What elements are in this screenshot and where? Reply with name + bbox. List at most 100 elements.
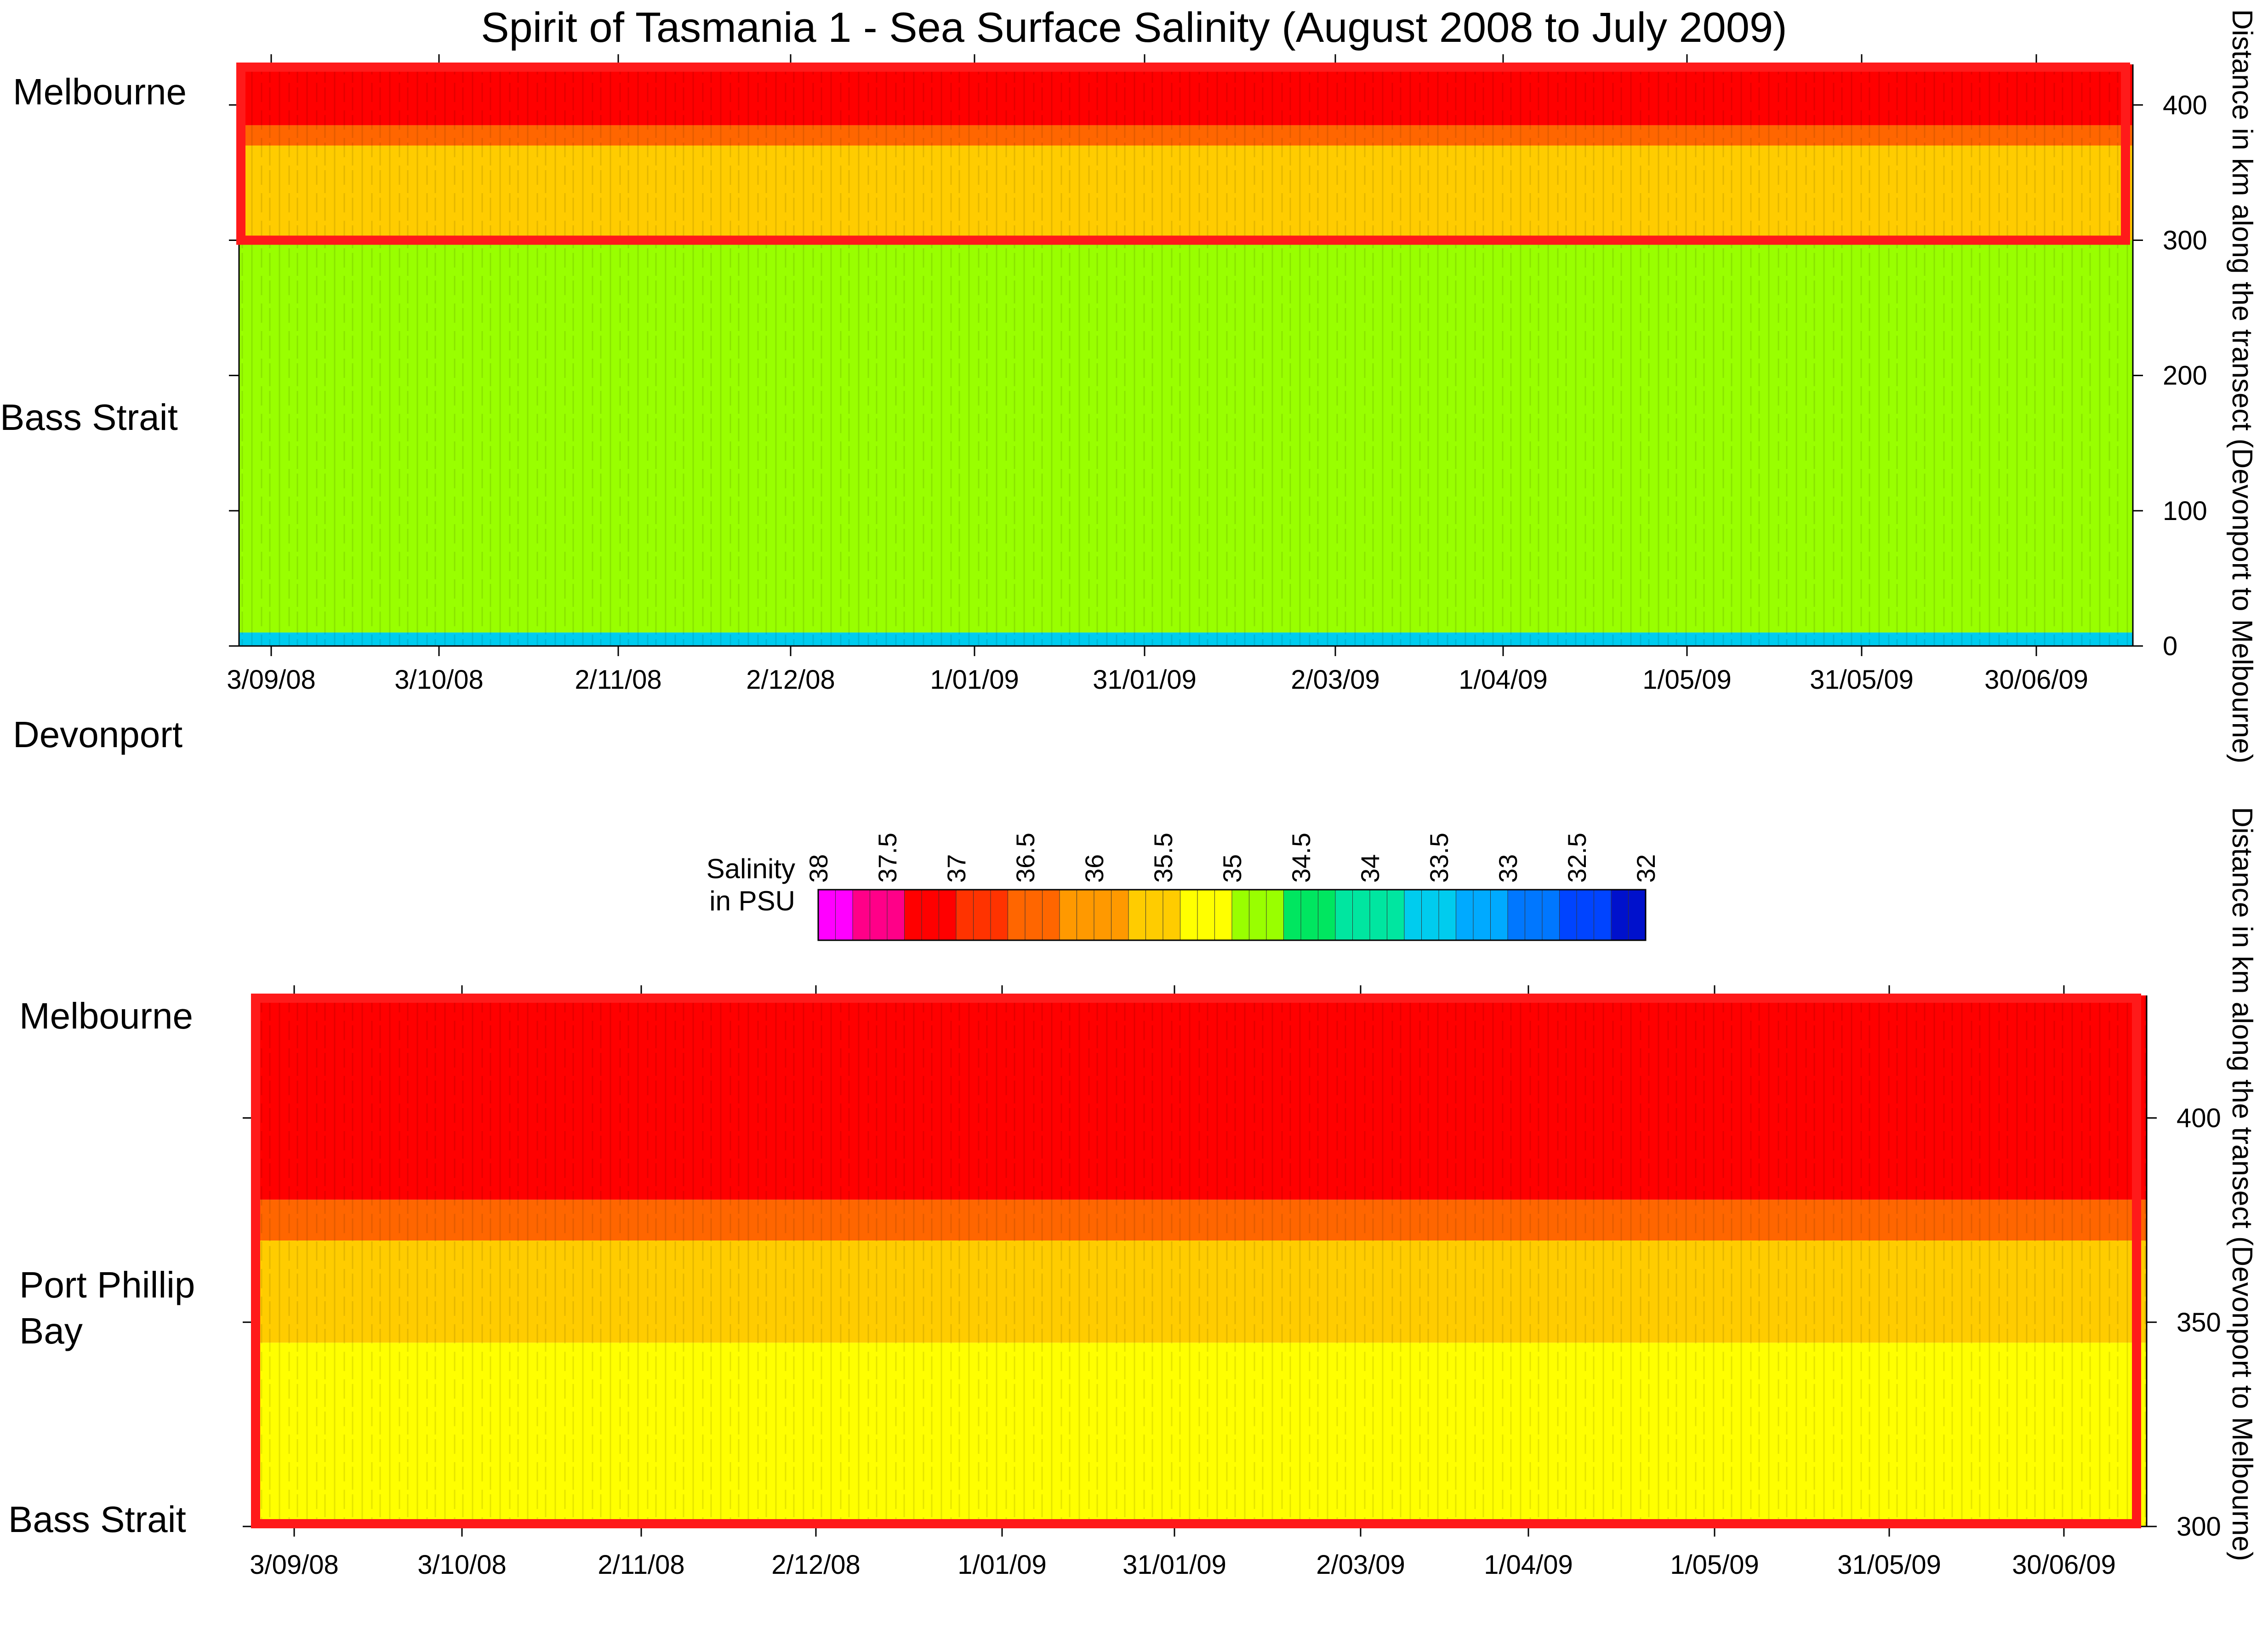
x-tick-label-0-2: 2/11/08: [575, 665, 661, 695]
colorbar-cell: [1214, 889, 1232, 941]
colorbar-tick-label-3: 36.5: [1011, 833, 1040, 883]
colorbar-cell: [990, 889, 1009, 941]
colorbar-cell: [1059, 889, 1077, 941]
highlight-box-0: [236, 63, 2130, 245]
y-tick-label-0-4: 400: [2163, 90, 2207, 120]
colorbar-cell: [1438, 889, 1457, 941]
colorbar-cell: [1576, 889, 1595, 941]
colorbar-cell: [1318, 889, 1336, 941]
y-tick-label-0-2: 200: [2163, 361, 2207, 391]
highlight-box-1: [251, 994, 2141, 1528]
colorbar-cell: [1094, 889, 1112, 941]
colorbar-cell: [1542, 889, 1560, 941]
x-tick-label-0-6: 2/03/09: [1291, 665, 1380, 695]
colorbar-tick-label-12: 32: [1631, 854, 1660, 883]
colorbar-cell: [1421, 889, 1439, 941]
x-tick-label-1-10: 30/06/09: [2012, 1550, 2116, 1580]
colorbar-cell: [1283, 889, 1301, 941]
x-tick-label-0-4: 1/01/09: [930, 665, 1019, 695]
x-tick-label-0-1: 3/10/08: [394, 665, 484, 695]
colorbar-cell: [1145, 889, 1163, 941]
x-tick-label-1-4: 1/01/09: [957, 1550, 1047, 1580]
colorbar-cell: [1387, 889, 1405, 941]
bottom-heatmap-panel: 300 350 400 3/09/08 3/10/08 2/11/08 2/12/08 1/0…: [243, 985, 2221, 1580]
y-tick-label-1-1: 350: [2177, 1308, 2221, 1337]
x-tick-label-1-1: 3/10/08: [417, 1550, 507, 1580]
x-tick-label-1-0: 3/09/08: [250, 1550, 339, 1580]
x-tick-label-0-3: 2/12/08: [746, 665, 835, 695]
x-tick-label-1-3: 2/12/08: [771, 1550, 860, 1580]
colorbar-cell: [1042, 889, 1060, 941]
colorbar-cell: [1077, 889, 1094, 941]
x-tick-label-0-8: 1/05/09: [1642, 665, 1732, 695]
colorbar-cell: [1025, 889, 1043, 941]
x-tick-label-1-8: 1/05/09: [1670, 1550, 1759, 1580]
colorbar-tick-label-11: 32.5: [1562, 833, 1591, 883]
y-tick-label-1-0: 300: [2177, 1512, 2221, 1542]
y-tick-label-0-1: 100: [2163, 496, 2207, 526]
chart-title: Spirit of Tasmania 1 - Sea Surface Salin…: [481, 4, 1787, 51]
colorbar-cell: [1180, 889, 1198, 941]
y-tick-label-1-2: 400: [2177, 1103, 2221, 1133]
x-tick-label-0-9: 31/05/09: [1810, 665, 1914, 695]
colorbar-cell: [852, 889, 871, 941]
colorbar-tick-label-9: 33.5: [1425, 833, 1453, 883]
x-tick-label-1-6: 2/03/09: [1316, 1550, 1405, 1580]
colorbar-tick-label-6: 35: [1218, 854, 1247, 883]
colorbar-tick-label-10: 33: [1493, 854, 1522, 883]
colorbar-cell: [870, 889, 888, 941]
place-label-bass-strait-top: Bass Strait: [0, 397, 178, 438]
colorbar-cell: [1197, 889, 1215, 941]
legend-title-line2: in PSU: [709, 886, 795, 916]
x-tick-label-0-0: 3/09/08: [227, 665, 316, 695]
x-tick-label-1-9: 31/05/09: [1837, 1550, 1941, 1580]
colorbar: 38 37.5 37 36.5 36 35.5 35 34.5 34 33.5 33 32.5 32: [804, 833, 1660, 941]
colorbar-cell: [1335, 889, 1353, 941]
colorbar-cell: [1369, 889, 1388, 941]
colorbar-frame: [817, 889, 1647, 941]
x-tick-label-1-7: 1/04/09: [1484, 1550, 1573, 1580]
colorbar-cell: [818, 889, 836, 941]
place-label-port-phillip-bay: Port Phillip Bay: [19, 1264, 195, 1351]
colorbar-cell: [1594, 889, 1612, 941]
colorbar-cell: [1611, 889, 1629, 941]
colorbar-cell: [921, 889, 940, 941]
y-tick-label-0-0: 0: [2163, 631, 2177, 661]
colorbar-cell: [887, 889, 905, 941]
colorbar-cell: [1300, 889, 1319, 941]
colorbar-cell: [1404, 889, 1422, 941]
place-label-bass-strait-bottom: Bass Strait: [8, 1499, 186, 1540]
x-tick-label-1-5: 31/01/09: [1123, 1550, 1226, 1580]
colorbar-cell: [904, 889, 922, 941]
colorbar-cell: [1249, 889, 1267, 941]
colorbar-cell: [1525, 889, 1543, 941]
x-tick-label-1-2: 2/11/08: [598, 1550, 684, 1580]
colorbar-tick-label-5: 35.5: [1149, 833, 1178, 883]
colorbar-cell: [1128, 889, 1146, 941]
colorbar-cell: [1231, 889, 1250, 941]
y-axis-title-bottom: Distance in km along the transect (Devon…: [2226, 807, 2258, 1561]
place-label-melbourne-bottom: Melbourne: [19, 995, 194, 1036]
colorbar-cell: [1266, 889, 1284, 941]
colorbar-cell: [1008, 889, 1026, 941]
colorbar-cell: [835, 889, 853, 941]
place-label-devonport-top: Devonport: [13, 714, 183, 755]
legend-title: Salinity in PSU: [685, 853, 795, 917]
y-axis-title-top: Distance in km along the transect (Devon…: [2226, 9, 2258, 764]
colorbar-cell: [1559, 889, 1577, 941]
top-heatmap-panel: 0 100 200 300 400 3/09/08 3/10/08 2/11/08 2/12/0…: [227, 54, 2207, 695]
colorbar-cell: [956, 889, 974, 941]
x-tick-label-0-7: 1/04/09: [1459, 665, 1548, 695]
colorbar-tick-label-7: 34.5: [1287, 833, 1316, 883]
colorbar-cell: [1507, 889, 1526, 941]
colorbar-tick-label-2: 37: [942, 854, 971, 883]
x-tick-label-0-5: 31/01/09: [1093, 665, 1197, 695]
colorbar-cell: [1473, 889, 1491, 941]
place-label-melbourne-top: Melbourne: [13, 71, 187, 112]
contour-texture-0: [239, 64, 2133, 646]
colorbar-cell: [939, 889, 957, 941]
colorbar-tick-label-8: 34: [1356, 854, 1385, 883]
colorbar-cell: [1111, 889, 1129, 941]
colorbar-cell: [1628, 889, 1646, 941]
